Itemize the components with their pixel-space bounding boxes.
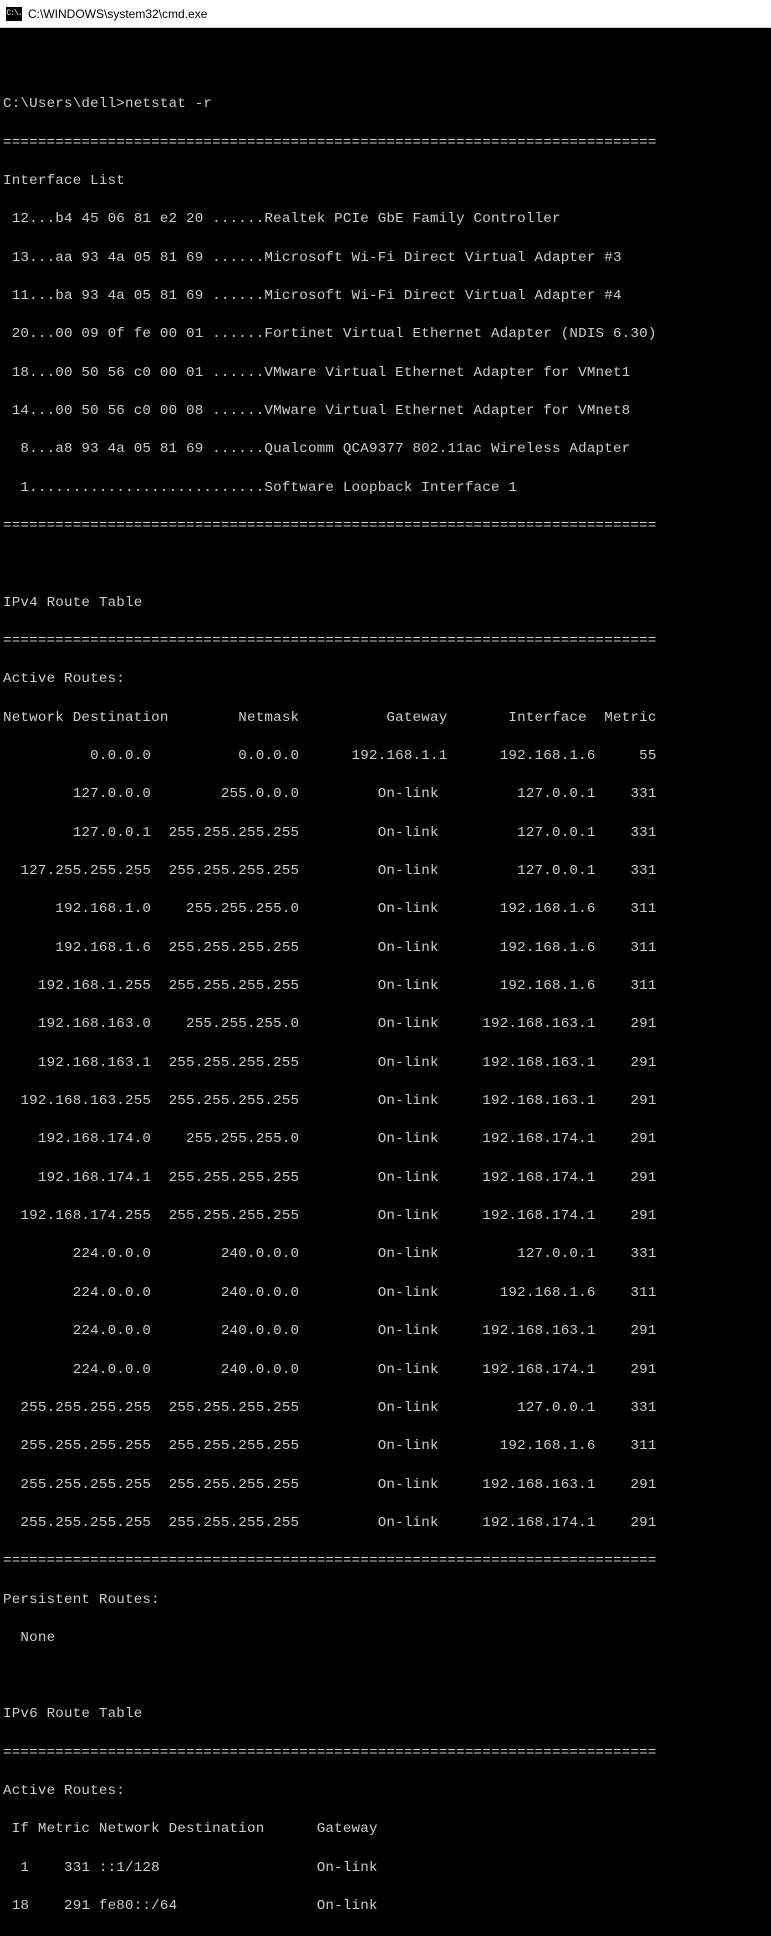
prompt-line: C:\Users\dell>netstat -r [3,95,771,114]
interface-row: 8...a8 93 4a 05 81 69 ......Qualcomm QCA… [3,440,771,459]
ipv6-table-header: If Metric Network Destination Gateway [3,1820,771,1839]
route-row: 255.255.255.255 255.255.255.255 On-link … [3,1399,771,1418]
window-title: C:\WINDOWS\system32\cmd.exe [28,7,207,21]
route-row: 192.168.1.255 255.255.255.255 On-link 19… [3,977,771,996]
route-row: 0.0.0.0 0.0.0.0 192.168.1.1 192.168.1.6 … [3,747,771,766]
route-row: 192.168.163.0 255.255.255.0 On-link 192.… [3,1015,771,1034]
persistent-none: None [3,1629,771,1648]
divider: ========================================… [3,1552,771,1571]
interface-list-heading: Interface List [3,172,771,191]
route-row: 224.0.0.0 240.0.0.0 On-link 127.0.0.1 33… [3,1245,771,1264]
divider: ========================================… [3,632,771,651]
route-row: 192.168.1.6 255.255.255.255 On-link 192.… [3,939,771,958]
route-row: 127.255.255.255 255.255.255.255 On-link … [3,862,771,881]
ipv4-heading: IPv4 Route Table [3,594,771,613]
route-row: 224.0.0.0 240.0.0.0 On-link 192.168.163.… [3,1322,771,1341]
divider: ========================================… [3,134,771,153]
interface-row: 20...00 09 0f fe 00 01 ......Fortinet Vi… [3,325,771,344]
interface-row: 1...........................Software Loo… [3,479,771,498]
command: netstat -r [125,96,212,112]
route-row: 224.0.0.0 240.0.0.0 On-link 192.168.174.… [3,1361,771,1380]
ipv6-route-row: 18 291 fe80::/64 On-link [3,1897,771,1916]
ipv6-heading: IPv6 Route Table [3,1705,771,1724]
interface-row: 18...00 50 56 c0 00 01 ......VMware Virt… [3,364,771,383]
route-row: 255.255.255.255 255.255.255.255 On-link … [3,1476,771,1495]
route-row: 127.0.0.1 255.255.255.255 On-link 127.0.… [3,824,771,843]
route-row: 127.0.0.0 255.0.0.0 On-link 127.0.0.1 33… [3,785,771,804]
route-row: 192.168.1.0 255.255.255.0 On-link 192.16… [3,900,771,919]
divider: ========================================… [3,517,771,536]
interface-row: 12...b4 45 06 81 e2 20 ......Realtek PCI… [3,210,771,229]
route-row: 255.255.255.255 255.255.255.255 On-link … [3,1437,771,1456]
interface-row: 13...aa 93 4a 05 81 69 ......Microsoft W… [3,249,771,268]
terminal-output[interactable]: C:\Users\dell>netstat -r ===============… [0,28,771,1936]
window-titlebar[interactable]: C:\. C:\WINDOWS\system32\cmd.exe [0,0,771,28]
ipv4-table-header: Network Destination Netmask Gateway Inte… [3,709,771,728]
interface-row: 14...00 50 56 c0 00 08 ......VMware Virt… [3,402,771,421]
interface-row: 11...ba 93 4a 05 81 69 ......Microsoft W… [3,287,771,306]
persistent-routes-label: Persistent Routes: [3,1591,771,1610]
cmd-icon: C:\. [6,7,22,21]
ipv6-route-row: 1 331 ::1/128 On-link [3,1859,771,1878]
route-row: 192.168.174.255 255.255.255.255 On-link … [3,1207,771,1226]
active-routes-label: Active Routes: [3,1782,771,1801]
divider: ========================================… [3,1744,771,1763]
route-row: 192.168.163.1 255.255.255.255 On-link 19… [3,1054,771,1073]
route-row: 224.0.0.0 240.0.0.0 On-link 192.168.1.6 … [3,1284,771,1303]
route-row: 192.168.174.1 255.255.255.255 On-link 19… [3,1169,771,1188]
route-row: 255.255.255.255 255.255.255.255 On-link … [3,1514,771,1533]
route-row: 192.168.163.255 255.255.255.255 On-link … [3,1092,771,1111]
active-routes-label: Active Routes: [3,670,771,689]
prompt: C:\Users\dell> [3,96,125,112]
route-row: 192.168.174.0 255.255.255.0 On-link 192.… [3,1130,771,1149]
